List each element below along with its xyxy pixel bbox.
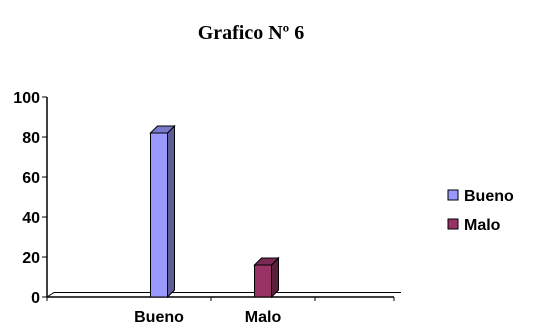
- x-tick-label: Malo: [245, 309, 282, 326]
- x-tick-label: Bueno: [134, 309, 184, 326]
- bar-bueno: [149, 124, 176, 299]
- legend-item: Bueno: [447, 188, 514, 205]
- x-tick-labels: Bueno Malo: [134, 309, 281, 326]
- bar-front: [254, 264, 272, 298]
- bar-front: [150, 132, 168, 298]
- floor-back-edge: [46, 292, 401, 298]
- axes: [46, 97, 401, 298]
- legend-swatch: [447, 189, 459, 201]
- chart-title: Grafico Nº 6: [198, 22, 305, 44]
- legend-label: Malo: [464, 217, 501, 234]
- y-tick-label: 0: [31, 290, 40, 307]
- bars: [149, 124, 280, 299]
- legend: Bueno Malo: [447, 188, 514, 234]
- bar-side: [167, 124, 175, 299]
- y-tick-label: 80: [22, 130, 40, 147]
- legend-label: Bueno: [464, 188, 514, 205]
- y-tick-label: 60: [22, 170, 40, 187]
- y-tick-label: 20: [22, 250, 40, 267]
- y-tick-label: 100: [13, 90, 40, 107]
- y-ticks: 0 20 40 60 80 100: [13, 90, 395, 307]
- bar-malo: [253, 256, 280, 299]
- legend-swatch: [447, 218, 459, 230]
- y-tick-label: 40: [22, 210, 40, 227]
- legend-item: Malo: [447, 217, 501, 234]
